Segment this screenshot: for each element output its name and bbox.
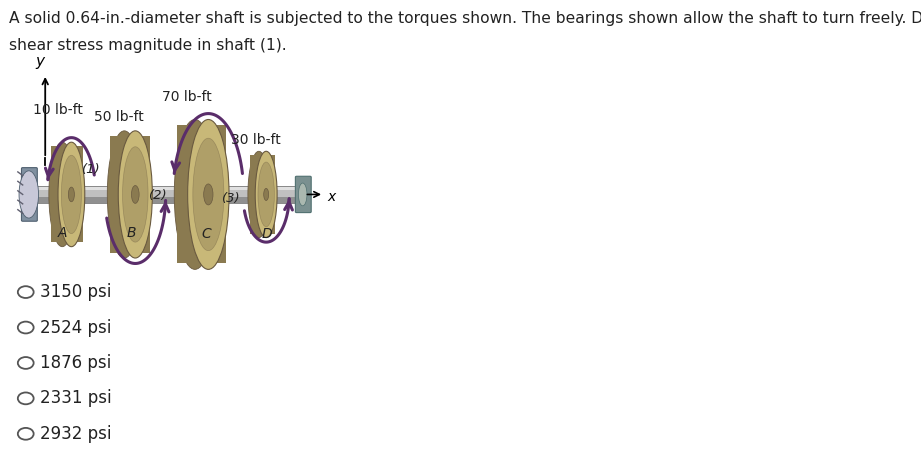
Text: 2331 psi: 2331 psi [41,389,112,407]
Bar [35,186,306,203]
Text: C: C [201,227,211,241]
Ellipse shape [19,171,39,218]
Text: 70 lb-ft: 70 lb-ft [162,90,212,104]
Text: 3150 psi: 3150 psi [41,283,111,301]
Ellipse shape [192,138,224,250]
Text: x: x [327,190,335,204]
Text: 2932 psi: 2932 psi [41,425,111,443]
Text: A solid 0.64-in.-diameter shaft is subjected to the torques shown. The bearings : A solid 0.64-in.-diameter shaft is subje… [8,11,921,27]
Ellipse shape [122,147,148,242]
FancyBboxPatch shape [21,168,38,221]
Text: 1876 psi: 1876 psi [41,354,111,372]
Text: (2): (2) [149,189,168,202]
Polygon shape [178,126,226,263]
Text: (1): (1) [82,163,100,176]
Text: B: B [127,226,136,240]
Text: 30 lb-ft: 30 lb-ft [231,133,281,147]
Text: (3): (3) [222,192,240,206]
Ellipse shape [204,184,213,205]
Text: 2524 psi: 2524 psi [41,319,111,336]
Text: shear stress magnitude in shaft (1).: shear stress magnitude in shaft (1). [8,38,286,53]
Ellipse shape [68,187,75,202]
Text: D: D [262,227,272,241]
Text: y: y [35,53,44,69]
Polygon shape [250,155,275,234]
Ellipse shape [49,142,76,247]
Ellipse shape [248,151,270,238]
Bar [35,197,306,203]
Ellipse shape [255,151,277,238]
Text: A: A [57,226,67,240]
Ellipse shape [188,119,229,269]
Ellipse shape [298,183,307,206]
Ellipse shape [258,162,274,227]
Ellipse shape [62,155,81,234]
Ellipse shape [58,142,85,247]
Ellipse shape [108,131,142,258]
Bar [35,186,306,190]
Polygon shape [110,136,150,253]
Ellipse shape [132,186,139,203]
Text: 10 lb-ft: 10 lb-ft [33,103,83,117]
Polygon shape [51,146,83,243]
Ellipse shape [174,119,216,269]
Ellipse shape [263,188,269,201]
Text: 50 lb-ft: 50 lb-ft [94,110,144,124]
FancyBboxPatch shape [296,176,311,213]
Ellipse shape [118,131,152,258]
Bar [35,190,306,197]
